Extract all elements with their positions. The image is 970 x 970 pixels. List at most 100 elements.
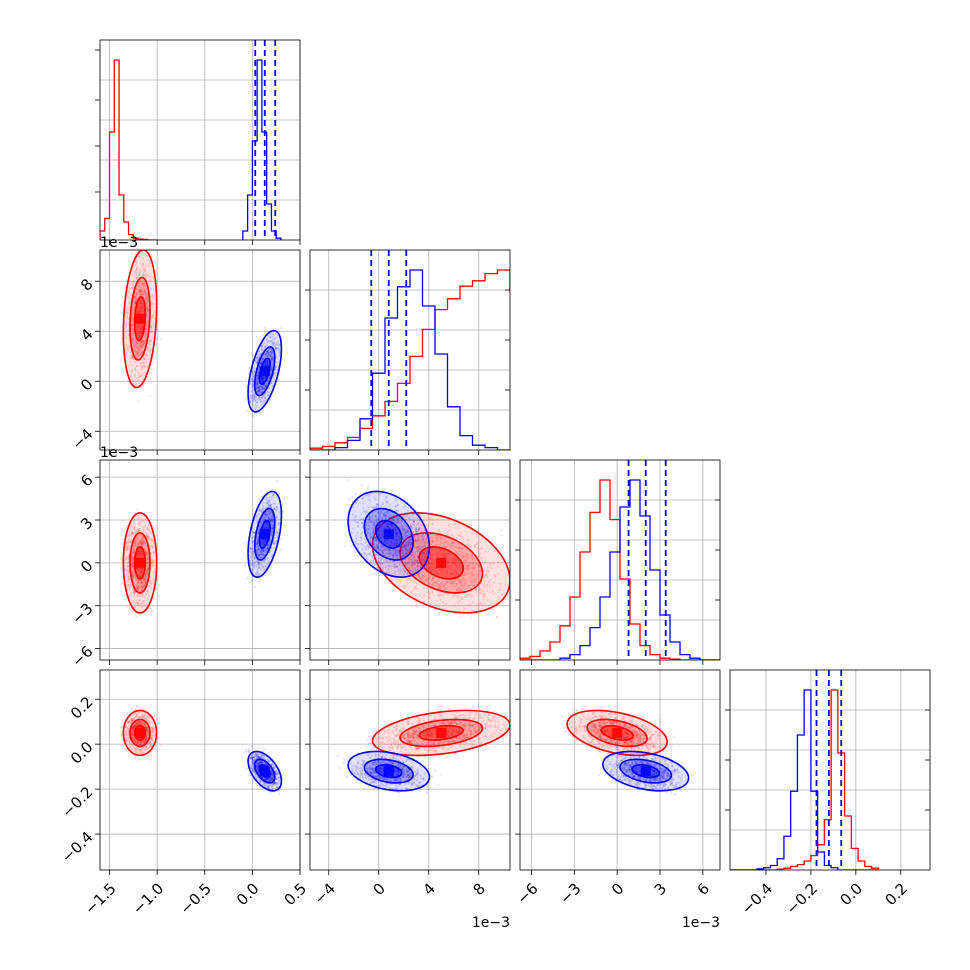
scatter-point [139,299,142,302]
scatter-point [135,298,138,301]
scatter-point [259,353,262,356]
scatter-point [257,353,260,356]
scatter-point [131,326,134,329]
scatter-point [146,296,149,299]
panel-background [100,250,300,450]
scatter-point [137,372,141,375]
scatter-point [133,373,136,376]
scatter-point [135,297,138,301]
scatter-point [132,309,135,313]
red-density-peak [135,557,145,568]
scatter-point [137,352,140,355]
scatter-point [271,357,275,361]
scatter-point [263,352,267,356]
scatter-point [136,324,139,327]
scatter-point [428,577,431,580]
scatter-point [151,322,154,325]
scatter-point [260,386,264,389]
scatter-point [134,300,137,303]
scatter-point [145,299,148,303]
scatter-point [140,368,143,371]
scatter-point [145,314,149,318]
scatter-point [132,317,135,320]
scatter-point [145,301,148,304]
scatter-point [138,334,142,337]
scatter-point [140,325,144,328]
scatter-point [132,306,135,309]
scatter-point [137,400,140,403]
scatter-point [252,378,255,381]
scatter-point [275,347,278,350]
scatter-point [136,364,140,367]
scatter-point [145,295,148,299]
scatter-point [140,365,143,368]
scatter-point [126,312,129,315]
scatter-point [142,274,145,277]
scatter-point [261,410,264,414]
scatter-point [137,288,140,292]
scatter-point [140,308,143,312]
scatter-point [138,300,141,303]
scatter-point [139,353,142,357]
scatter-point [256,377,259,380]
scatter-point [135,353,138,356]
scatter-point [143,341,146,344]
scatter-point [252,414,255,418]
scatter-point [140,350,143,353]
scatter-point [134,297,137,301]
scatter-point [258,398,261,401]
scatter-point [264,363,267,366]
scatter-point [139,330,142,333]
scatter-point [138,290,141,293]
scatter-point [125,336,128,340]
scatter-point [260,376,263,379]
scatter-point [261,379,264,382]
scatter-point [144,289,147,292]
y-tick-label: 3 [77,514,96,533]
scatter-point [250,390,253,393]
scatter-point [141,301,144,305]
scatter-point [131,341,135,345]
scatter-point [135,616,138,619]
scatter-point [252,393,255,397]
scatter-point [138,304,142,307]
scatter-point [354,551,357,554]
scatter-point [126,306,129,309]
scatter-point [139,270,142,273]
scatter-point [135,345,139,348]
scatter-point [271,357,274,360]
scatter-point [143,365,147,368]
scatter-point [266,353,269,356]
scatter-point [271,384,274,387]
scatter-point [272,358,275,361]
scatter-point [152,294,155,297]
scatter-point [262,377,265,380]
scatter-point [137,284,140,288]
scatter-point [136,328,139,331]
scatter-point [139,374,142,378]
scatter-point [145,294,149,297]
scatter-point [277,379,281,382]
scatter-point [143,288,146,291]
scatter-point [141,309,144,312]
scatter-point [258,339,261,342]
scatter-point [136,354,139,357]
scatter-point [255,382,258,385]
y-tick-label: 6 [77,471,96,490]
scatter-point [139,323,142,326]
scatter-point [141,340,144,343]
scatter-point [259,361,262,364]
scatter-point [145,328,148,331]
scatter-point [144,269,147,272]
scatter-point [256,383,259,386]
scatter-point [138,342,141,345]
scatter-point [137,378,141,382]
scatter-point [256,374,259,377]
scatter-point [145,323,148,327]
scatter-point [265,364,268,367]
scatter-point [141,282,145,286]
scatter-point [145,294,149,297]
scatter-point [141,307,144,310]
scatter-point [131,339,134,342]
